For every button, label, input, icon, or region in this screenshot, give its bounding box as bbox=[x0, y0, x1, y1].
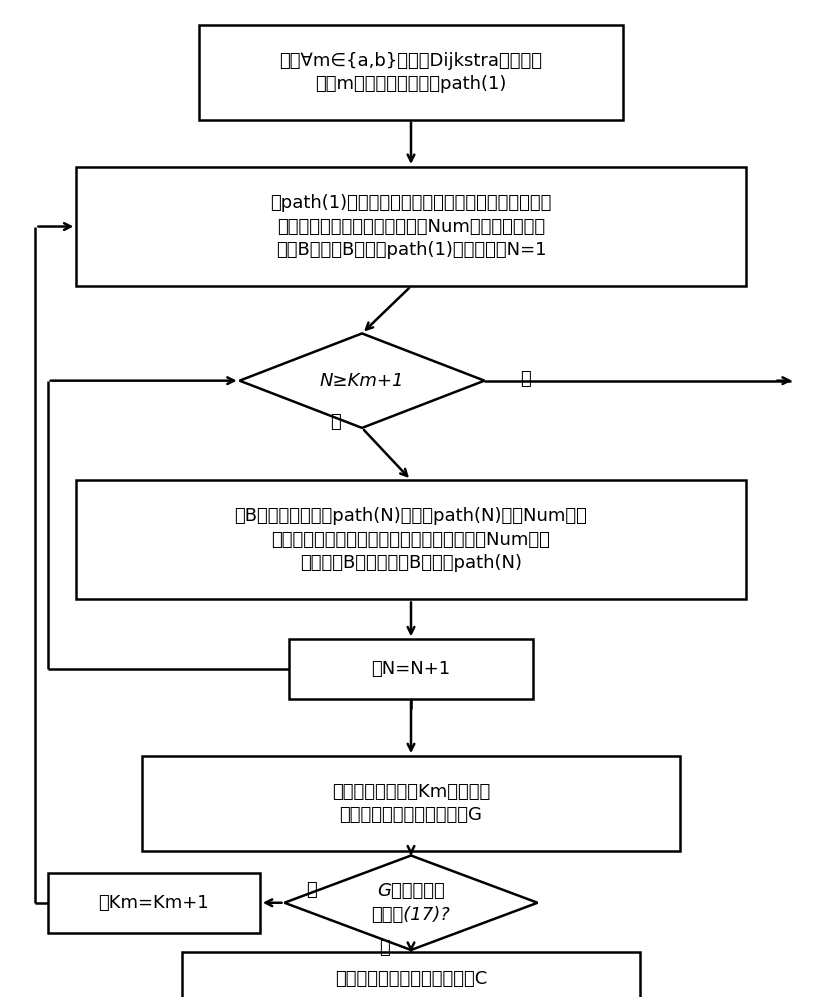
FancyBboxPatch shape bbox=[141, 756, 681, 851]
Text: 以path(1)每个节点作为被背离节点派生背离路径，并
记录每条背离路径的背离节点号Num，并将这些路径
加入B中，在B中删除path(1)，令路径数N=1: 以path(1)每个节点作为被背离节点派生背离路径，并 记录每条背离路径的背离节… bbox=[270, 194, 552, 259]
Text: 令Km=Km+1: 令Km=Km+1 bbox=[99, 894, 209, 912]
Text: N≥Km+1: N≥Km+1 bbox=[320, 372, 404, 390]
FancyBboxPatch shape bbox=[289, 639, 533, 699]
Polygon shape bbox=[239, 333, 484, 428]
Text: 对于∀m∈{a,b}，采用Dijkstra算法求取
支路m的第一条最短路径path(1): 对于∀m∈{a,b}，采用Dijkstra算法求取 支路m的第一条最短路径pat… bbox=[279, 52, 543, 93]
Text: 令N=N+1: 令N=N+1 bbox=[372, 660, 450, 678]
Text: G中存在线路
满足式(17)?: G中存在线路 满足式(17)? bbox=[372, 882, 450, 924]
FancyBboxPatch shape bbox=[76, 480, 746, 599]
Text: 否: 否 bbox=[330, 413, 341, 431]
Text: 得到所有最短路径组成的集合C: 得到所有最短路径组成的集合C bbox=[335, 970, 487, 988]
FancyBboxPatch shape bbox=[48, 873, 260, 933]
Text: 以B中最短路径作为path(N)，且对path(N)中第Num个节
点后的节点派生背离路径，记录下背离节点号Num后加
入路径集B中，并删除B中路径path(N: 以B中最短路径作为path(N)，且对path(N)中第Num个节 点后的节点派… bbox=[234, 507, 588, 572]
Text: 否: 否 bbox=[380, 938, 390, 956]
Text: 是: 是 bbox=[520, 370, 531, 388]
Text: 将该路径内未在前Km条路径中
出现的支路构成新增支路集G: 将该路径内未在前Km条路径中 出现的支路构成新增支路集G bbox=[332, 783, 490, 824]
Text: 是: 是 bbox=[306, 881, 316, 899]
FancyBboxPatch shape bbox=[182, 952, 640, 1000]
FancyBboxPatch shape bbox=[76, 167, 746, 286]
Polygon shape bbox=[284, 856, 538, 950]
FancyBboxPatch shape bbox=[199, 25, 623, 120]
